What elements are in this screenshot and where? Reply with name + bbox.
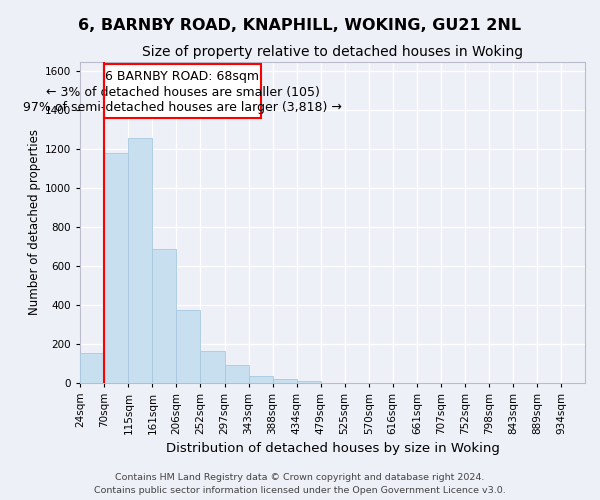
Bar — [128, 138, 152, 382]
Text: 6, BARNBY ROAD, KNAPHILL, WOKING, GU21 2NL: 6, BARNBY ROAD, KNAPHILL, WOKING, GU21 2… — [79, 18, 521, 32]
Bar — [80, 354, 104, 382]
Title: Size of property relative to detached houses in Woking: Size of property relative to detached ho… — [142, 45, 523, 59]
Bar — [224, 365, 248, 382]
Y-axis label: Number of detached properties: Number of detached properties — [28, 129, 41, 315]
Text: Contains HM Land Registry data © Crown copyright and database right 2024.
Contai: Contains HM Land Registry data © Crown c… — [94, 474, 506, 495]
Text: 6 BARNBY ROAD: 68sqm: 6 BARNBY ROAD: 68sqm — [106, 70, 259, 82]
Bar — [104, 64, 260, 118]
Bar — [152, 250, 176, 382]
Text: 97% of semi-detached houses are larger (3,818) →: 97% of semi-detached houses are larger (… — [23, 101, 342, 114]
Bar — [200, 352, 224, 382]
Text: ← 3% of detached houses are smaller (105): ← 3% of detached houses are smaller (105… — [46, 86, 319, 99]
Bar — [272, 378, 296, 382]
Bar — [296, 380, 320, 382]
Bar — [104, 153, 128, 382]
Bar — [248, 376, 272, 382]
X-axis label: Distribution of detached houses by size in Woking: Distribution of detached houses by size … — [166, 442, 500, 455]
Bar — [176, 310, 200, 382]
